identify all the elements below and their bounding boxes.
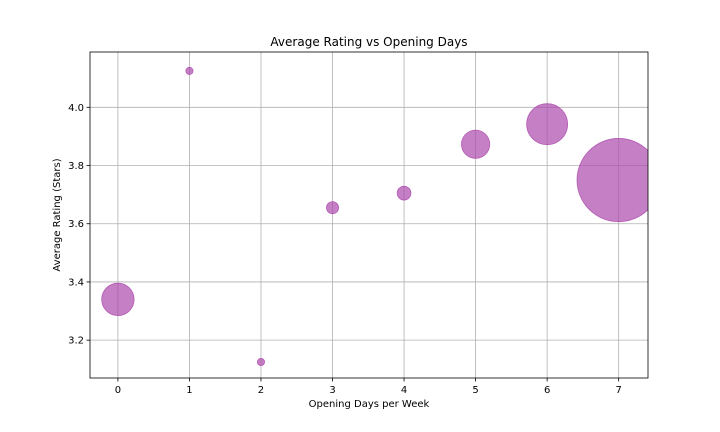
y-tick-label: 3.4 <box>68 277 84 288</box>
y-axis-label: Average Rating (Stars) <box>52 158 63 271</box>
scatter-point <box>101 282 135 317</box>
y-tick-label: 3.2 <box>68 336 84 347</box>
scatter-point <box>256 357 266 367</box>
x-axis-ticks: 0 1 2 3 4 5 6 7 <box>115 378 622 396</box>
chart-title: Average Rating vs Opening Days <box>270 35 467 49</box>
x-tick-label: 5 <box>472 385 478 396</box>
x-tick-label: 4 <box>401 385 407 396</box>
x-axis-label: Opening Days per Week <box>309 399 430 410</box>
data-points <box>101 66 648 367</box>
x-tick-label: 3 <box>329 385 335 396</box>
plot-frame <box>89 51 649 379</box>
scatter-point <box>396 185 412 201</box>
y-tick-label: 4.0 <box>68 103 84 114</box>
x-tick-label: 1 <box>186 385 192 396</box>
y-tick-label: 3.6 <box>68 219 84 230</box>
y-axis-ticks: 3.2 3.4 3.6 3.8 4.0 <box>68 103 90 347</box>
scatter-point <box>461 129 491 159</box>
x-tick-label: 0 <box>115 385 121 396</box>
scatter-point <box>185 66 194 75</box>
scatter-point <box>576 138 648 223</box>
scatter-point <box>526 103 569 146</box>
scatter-point <box>326 201 339 215</box>
grid <box>90 52 648 378</box>
x-tick-label: 7 <box>615 385 621 396</box>
y-tick-label: 3.8 <box>68 161 84 172</box>
x-tick-label: 6 <box>544 385 550 396</box>
x-tick-label: 2 <box>258 385 264 396</box>
